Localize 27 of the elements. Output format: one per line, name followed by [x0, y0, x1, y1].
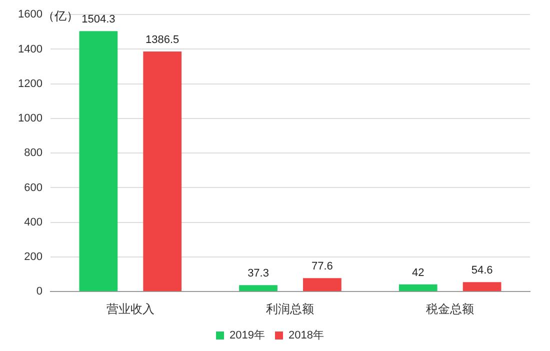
y-tick-label: 800	[24, 147, 42, 160]
y-tick-label: 0	[36, 286, 42, 298]
x-tick-label: 营业收入	[106, 302, 154, 316]
data-label: 37.3	[248, 268, 269, 280]
data-label: 42	[412, 266, 424, 279]
data-label: 1386.5	[146, 34, 180, 46]
bar	[239, 285, 278, 292]
data-label: 1504.3	[82, 14, 116, 26]
x-tick-label: 利润总额	[266, 302, 314, 316]
y-axis-title: （亿）	[42, 8, 78, 23]
legend-label: 2019年	[230, 330, 266, 342]
x-tick-label: 税金总额	[426, 302, 474, 316]
y-tick-label: 200	[24, 251, 42, 264]
data-label: 77.6	[311, 260, 333, 273]
y-tick-label: 400	[24, 216, 42, 228]
y-tick-label: 1200	[18, 78, 42, 90]
bar	[79, 31, 118, 292]
y-tick-label: 1600	[18, 8, 42, 21]
bar	[398, 284, 438, 292]
legend-label: 2018年	[288, 330, 324, 342]
bar	[303, 278, 342, 292]
y-tick-label: 600	[24, 182, 42, 194]
data-label: 54.6	[471, 264, 493, 277]
y-tick-label: 1000	[18, 112, 42, 125]
y-tick-label: 1400	[18, 43, 42, 56]
bar	[462, 282, 502, 292]
bar	[143, 52, 182, 292]
